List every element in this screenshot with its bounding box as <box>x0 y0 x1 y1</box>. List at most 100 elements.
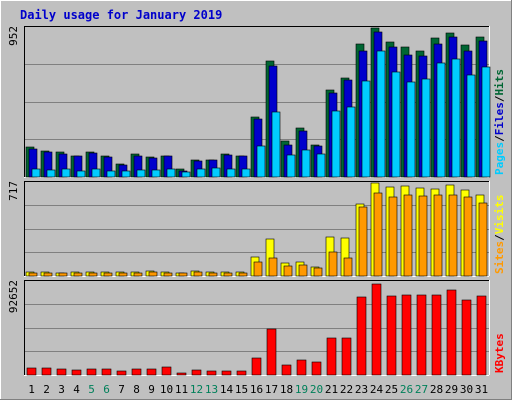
bar-sites <box>283 265 293 277</box>
bar-pages <box>166 168 176 178</box>
bar-kbytes <box>296 359 307 376</box>
bar-kbytes <box>476 295 487 376</box>
bar-pages <box>316 153 326 178</box>
x-tick-label: 7 <box>118 383 125 396</box>
bar-sites <box>43 272 53 277</box>
legend-files: Files <box>493 102 506 135</box>
bar-kbytes <box>161 366 172 376</box>
x-tick-label: 27 <box>415 383 428 396</box>
legend: Sites/Visits <box>493 195 506 275</box>
bar-kbytes <box>371 283 382 376</box>
bar-pages <box>451 58 461 178</box>
bar-pages <box>61 168 71 178</box>
x-tick-label: 9 <box>148 383 155 396</box>
bar-sites <box>478 202 488 277</box>
bar-sites <box>58 272 68 277</box>
bar-pages <box>376 50 386 178</box>
bar-sites <box>313 267 323 277</box>
bar-sites <box>73 272 83 277</box>
bar-kbytes <box>446 289 457 376</box>
bar-kbytes <box>101 368 112 376</box>
bar-sites <box>418 195 428 277</box>
x-tick-label: 12 <box>190 383 203 396</box>
bar-kbytes <box>356 296 367 376</box>
x-tick-label: 4 <box>73 383 80 396</box>
bar-sites <box>253 261 263 277</box>
bar-sites <box>238 272 248 277</box>
bar-sites <box>358 206 368 277</box>
bar-pages <box>91 168 101 178</box>
bar-sites <box>118 272 128 277</box>
bar-pages <box>211 167 221 178</box>
bar-kbytes <box>41 367 52 376</box>
bar-pages <box>391 71 401 178</box>
x-tick-label: 3 <box>58 383 65 396</box>
x-tick-label: 24 <box>370 383 384 396</box>
bar-kbytes <box>191 369 202 376</box>
bar-kbytes <box>176 372 187 376</box>
bar-sites <box>388 196 398 277</box>
bar-kbytes <box>146 368 157 376</box>
bar-sites <box>28 272 38 277</box>
x-tick-label: 20 <box>310 383 323 396</box>
bar-kbytes <box>251 357 262 376</box>
bar-kbytes <box>221 370 232 376</box>
x-tick-label: 8 <box>133 383 140 396</box>
bar-pages <box>196 168 206 178</box>
bar-sites <box>298 264 308 277</box>
legend-separator: / <box>493 135 506 142</box>
bar-pages <box>466 74 476 178</box>
bar-sites <box>208 272 218 277</box>
x-tick-label: 14 <box>220 383 234 396</box>
bar-kbytes <box>206 370 217 376</box>
bar-sites <box>223 272 233 277</box>
x-tick-label: 25 <box>385 383 398 396</box>
bar-pages <box>256 145 266 178</box>
panel-3: 92652 KBytes <box>7 280 506 376</box>
x-tick-label: 16 <box>250 383 263 396</box>
x-tick-label: 10 <box>160 383 173 396</box>
y-max-label: 717 <box>7 181 20 201</box>
x-tick-label: 11 <box>175 383 188 396</box>
bar-sites <box>403 194 413 277</box>
bar-pages <box>481 66 491 178</box>
legend-separator: / <box>493 95 506 102</box>
x-tick-label: 18 <box>280 383 293 396</box>
x-tick-label: 5 <box>88 383 95 396</box>
bar-kbytes <box>326 337 337 376</box>
legend-hits: Hits <box>493 69 506 96</box>
x-tick-label: 13 <box>205 383 218 396</box>
bar-kbytes <box>266 328 277 376</box>
bar-kbytes <box>386 295 397 376</box>
bar-kbytes <box>116 370 127 376</box>
bar-sites <box>463 196 473 277</box>
bar-pages <box>31 168 41 178</box>
x-tick-label: 6 <box>103 383 110 396</box>
bar-pages <box>301 149 311 178</box>
bar-sites <box>88 272 98 277</box>
x-tick-label: 2 <box>43 383 50 396</box>
bar-sites <box>178 272 188 277</box>
legend-visits: Visits <box>493 195 506 235</box>
legend-separator: / <box>493 234 506 241</box>
bar-pages <box>421 78 431 178</box>
bar-sites <box>193 271 203 277</box>
bar-sites <box>448 194 458 277</box>
bar-kbytes <box>341 337 352 376</box>
panel-2: 717 Sites/Visits <box>7 181 506 277</box>
bar-pages <box>76 170 86 178</box>
chart-panels: 952Pages/Files/Hits717Sites/Visits92652K… <box>7 26 506 376</box>
x-tick-label: 23 <box>355 383 368 396</box>
bar-sites <box>163 272 173 277</box>
bar-pages <box>271 111 281 178</box>
bar-sites <box>373 192 383 277</box>
x-tick-label: 30 <box>460 383 473 396</box>
bar-sites <box>343 257 353 277</box>
bar-pages <box>226 168 236 178</box>
legend-pages: Pages <box>493 142 506 175</box>
bar-kbytes <box>401 294 412 376</box>
bar-sites <box>268 257 278 277</box>
bar-kbytes <box>56 368 67 376</box>
